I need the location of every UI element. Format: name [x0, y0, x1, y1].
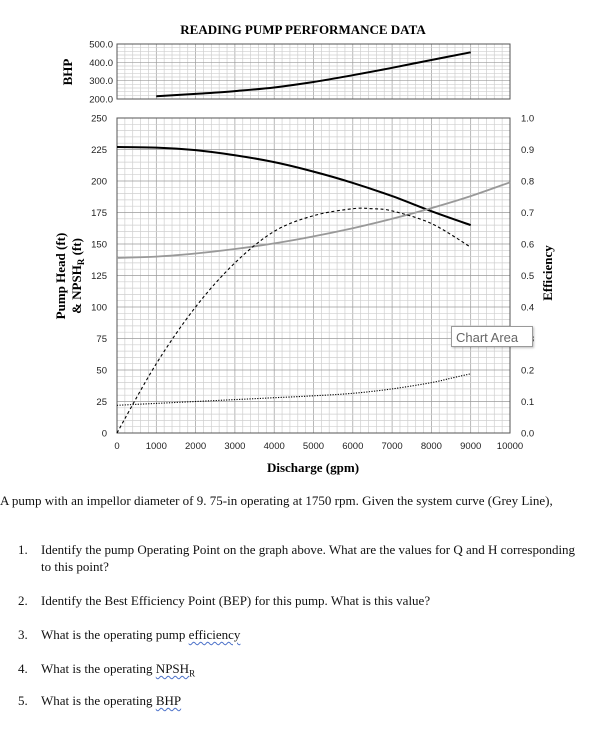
npshr-label-main: & NPSH [69, 265, 84, 314]
x-tick-label: 7000 [382, 441, 403, 452]
spellcheck-marked-word: efficiency [188, 627, 241, 642]
problem-intro: A pump with an impellor diameter of 9. 7… [0, 493, 553, 508]
efficiency-y-tick-label: 0.8 [521, 177, 534, 188]
head-y-tick-label: 175 [91, 208, 107, 219]
system-curve [116, 181, 511, 259]
head-y-tick-label: 250 [91, 114, 107, 125]
spellcheck-marked-word: NPSHR [155, 661, 196, 679]
question-item: 3. What is the operating pump efficiency [18, 626, 578, 643]
efficiency-y-tick-labels: 0.00.10.20.30.40.50.60.70.80.91.0 [521, 114, 534, 440]
chart-area-tooltip-label: Chart Area [456, 330, 519, 345]
main-plot-frame [116, 117, 511, 434]
efficiency-y-tick-label: 0.5 [521, 271, 534, 282]
efficiency-y-tick-label: 0.2 [521, 366, 534, 377]
bhp-plot-frame [116, 43, 511, 100]
npshr-label-sub: R [76, 258, 86, 265]
head-axis-label-line1: Pump Head (ft) [53, 233, 68, 320]
question-number: 2. [18, 593, 28, 608]
bhp-y-tick-label: 300.0 [89, 76, 113, 87]
bhp-gridlines [116, 43, 511, 100]
question-number: 4. [18, 661, 28, 676]
x-tick-label: 9000 [460, 441, 481, 452]
question-number: 1. [18, 542, 28, 557]
chart-title: READING PUMP PERFORMANCE DATA [180, 22, 426, 37]
efficiency-y-tick-label: 0.4 [521, 303, 534, 314]
head-y-tick-label: 150 [91, 240, 107, 251]
x-tick-label: 1000 [146, 441, 167, 452]
pump-performance-chart: READING PUMP PERFORMANCE DATA 200.0 300.0… [53, 22, 555, 475]
head-y-tick-label: 75 [96, 334, 107, 345]
main-gridlines [116, 117, 511, 434]
efficiency-y-tick-label: 1.0 [521, 114, 534, 125]
question-text: What is the operating pump efficiency [41, 627, 241, 642]
x-tick-label: 10000 [497, 441, 523, 452]
head-y-tick-labels: 0 25 50 75 100 125 150 175 200 225 250 [91, 114, 107, 440]
x-tick-label: 0 [114, 441, 119, 452]
bhp-series-group [156, 51, 471, 98]
head-curve [116, 146, 472, 227]
npshr-label-end: (ft) [69, 238, 84, 259]
discharge-x-tick-labels: 0 1000 2000 3000 4000 5000 6000 7000 8000 9000 100… [114, 441, 523, 452]
head-y-tick-label: 125 [91, 271, 107, 282]
efficiency-curve [116, 207, 471, 434]
question-item: 5. What is the operating BHP [18, 692, 578, 709]
main-series-group [116, 146, 511, 434]
efficiency-y-tick-label: 0.6 [521, 240, 534, 251]
question-number: 3. [18, 627, 28, 642]
x-tick-label: 8000 [421, 441, 442, 452]
efficiency-y-tick-label: 0.9 [521, 145, 534, 156]
bhp-curve [156, 51, 471, 98]
question-item: 4. What is the operating NPSHR [18, 660, 578, 683]
efficiency-y-tick-label: 0.7 [521, 208, 534, 219]
bhp-axis-label: BHP [60, 59, 75, 86]
x-tick-label: 5000 [303, 441, 324, 452]
head-y-tick-label: 200 [91, 177, 107, 188]
x-tick-label: 2000 [185, 441, 206, 452]
head-y-tick-label: 50 [96, 366, 107, 377]
spellcheck-marked-word: BHP [155, 693, 182, 708]
head-y-tick-label: 25 [96, 397, 107, 408]
bhp-y-tick-label: 200.0 [89, 95, 113, 106]
chart-area-tooltip: Chart Area [451, 326, 533, 347]
x-axis-label: Discharge (gpm) [267, 460, 359, 475]
head-y-tick-label: 0 [102, 429, 107, 440]
question-text: What is the operating BHP [41, 693, 182, 708]
x-tick-label: 6000 [342, 441, 363, 452]
head-y-tick-label: 100 [91, 303, 107, 314]
bhp-y-tick-labels: 200.0 300.0 400.0 500.0 [89, 40, 113, 106]
question-text: Identify the pump Operating Point on the… [41, 542, 576, 574]
head-axis-label-line2: & NPSHR (ft) [69, 238, 86, 314]
question-item: 1. Identify the pump Operating Point on t… [18, 541, 578, 575]
x-tick-label: 3000 [224, 441, 245, 452]
question-text: Identify the Best Efficiency Point (BEP)… [41, 593, 431, 608]
x-tick-label: 4000 [264, 441, 285, 452]
question-number: 5. [18, 693, 28, 708]
question-text: What is the operating NPSHR [41, 661, 196, 679]
question-item: 2. Identify the Best Efficiency Point (BE… [18, 592, 578, 609]
npshr-curve [116, 373, 471, 406]
head-y-tick-label: 225 [91, 145, 107, 156]
bhp-y-tick-label: 400.0 [89, 58, 113, 69]
efficiency-y-tick-label: 0.1 [521, 397, 534, 408]
efficiency-y-tick-label: 0.0 [521, 429, 534, 440]
bhp-y-tick-label: 500.0 [89, 40, 113, 51]
efficiency-axis-label: Efficiency [540, 245, 555, 301]
